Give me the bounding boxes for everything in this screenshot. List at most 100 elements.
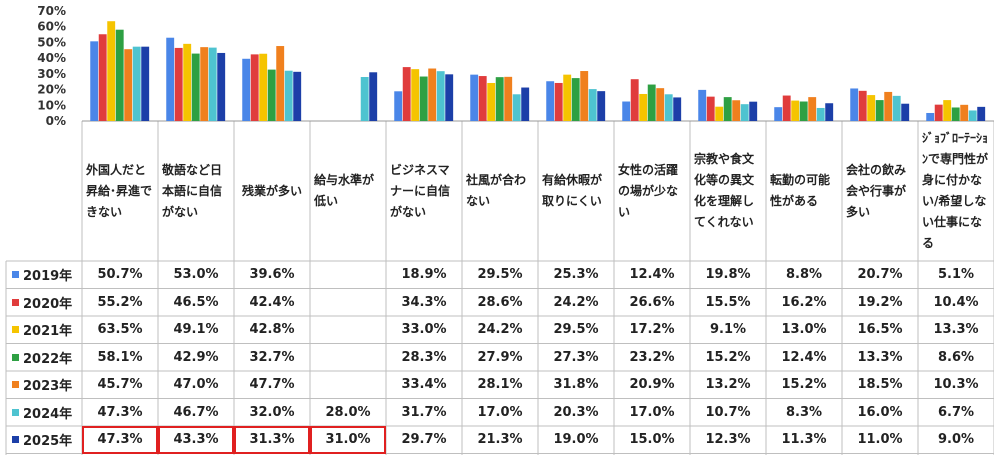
bar bbox=[698, 89, 707, 121]
bar bbox=[977, 106, 986, 121]
data-label: 33.4% bbox=[401, 377, 447, 393]
data-label: 20.7% bbox=[857, 267, 903, 283]
y-tick-label: 70% bbox=[37, 4, 66, 18]
data-label: 19.0% bbox=[553, 432, 599, 448]
bar bbox=[360, 77, 369, 121]
bar bbox=[656, 88, 665, 121]
data-label: 27.3% bbox=[553, 349, 599, 365]
bar bbox=[791, 100, 800, 121]
bar bbox=[563, 74, 572, 121]
category-label: 社風が合わない bbox=[466, 173, 527, 208]
category-label: 外国人だと昇給･昇進できない bbox=[86, 162, 153, 219]
bar bbox=[850, 88, 859, 121]
data-label: 28.0% bbox=[325, 404, 371, 420]
data-label: 10.3% bbox=[933, 377, 979, 393]
data-label: 18.9% bbox=[401, 267, 447, 283]
bar bbox=[208, 47, 217, 121]
legend-label: 2020年 bbox=[23, 296, 73, 312]
bar bbox=[926, 112, 935, 121]
bar bbox=[242, 58, 251, 121]
legend-label: 2019年 bbox=[23, 269, 73, 285]
data-label: 9.1% bbox=[709, 322, 747, 338]
category-label: 転勤の可能性がある bbox=[770, 173, 831, 208]
y-tick-label: 60% bbox=[37, 20, 66, 34]
data-label: 50.7% bbox=[97, 267, 143, 283]
bar bbox=[428, 68, 437, 121]
y-tick-label: 10% bbox=[37, 98, 66, 112]
bar bbox=[141, 46, 150, 121]
data-label: 12.4% bbox=[781, 349, 827, 365]
data-label: 9.0% bbox=[937, 432, 975, 448]
data-label: 16.2% bbox=[781, 294, 827, 310]
data-label: 31.8% bbox=[553, 377, 599, 393]
bar bbox=[622, 101, 631, 121]
data-label: 24.2% bbox=[477, 322, 523, 338]
data-label: 16.0% bbox=[857, 404, 903, 420]
bar bbox=[191, 53, 200, 122]
bar bbox=[858, 90, 867, 121]
data-label: 13.3% bbox=[857, 349, 903, 365]
data-label: 19.8% bbox=[705, 267, 751, 283]
data-label: 42.8% bbox=[249, 322, 295, 338]
y-tick-label: 40% bbox=[37, 51, 66, 65]
bar bbox=[968, 110, 977, 121]
category-label: 女性の活躍の場が少ない bbox=[618, 162, 679, 219]
data-label: 39.6% bbox=[249, 267, 295, 283]
data-label bbox=[310, 316, 386, 344]
category-label: 残業が多い bbox=[241, 183, 302, 198]
bar bbox=[943, 100, 952, 121]
bar bbox=[664, 94, 673, 121]
bar bbox=[166, 37, 175, 121]
data-label: 27.9% bbox=[477, 349, 523, 365]
data-label: 19.2% bbox=[857, 294, 903, 310]
data-label: 31.3% bbox=[234, 426, 310, 454]
bar bbox=[402, 67, 411, 121]
bar bbox=[267, 69, 276, 121]
bar bbox=[504, 76, 513, 121]
data-label: 13.3% bbox=[933, 322, 979, 338]
data-label: 31.7% bbox=[401, 404, 447, 420]
legend-entry: 2023年 bbox=[6, 371, 82, 399]
data-label: 8.6% bbox=[937, 349, 975, 365]
category-label: 敬語など日本語に自信がない bbox=[162, 162, 223, 219]
data-label: 47.7% bbox=[249, 377, 295, 393]
legend-label: 2023年 bbox=[23, 379, 73, 395]
data-label: 29.5% bbox=[553, 322, 599, 338]
bar bbox=[115, 29, 124, 122]
data-label: 23.2% bbox=[629, 349, 675, 365]
bar bbox=[369, 72, 378, 121]
data-label: 29.5% bbox=[477, 267, 523, 283]
data-label: 28.6% bbox=[477, 294, 523, 310]
bar bbox=[512, 94, 521, 121]
data-label: 12.4% bbox=[629, 267, 675, 283]
data-label: 12.3% bbox=[705, 432, 751, 448]
bar bbox=[875, 100, 884, 121]
bar bbox=[732, 100, 741, 121]
legend-swatch bbox=[12, 436, 19, 444]
bar bbox=[284, 70, 293, 121]
bar bbox=[892, 95, 901, 121]
y-tick-label: 50% bbox=[37, 35, 66, 49]
legend-swatch bbox=[12, 298, 19, 306]
data-label: 32.7% bbox=[249, 349, 295, 365]
bar bbox=[825, 103, 834, 121]
bar bbox=[580, 71, 589, 121]
bar bbox=[647, 84, 656, 121]
legend-label: 2021年 bbox=[23, 324, 73, 340]
data-label bbox=[310, 344, 386, 372]
data-label: 31.0% bbox=[310, 426, 386, 454]
data-label: 15.2% bbox=[781, 377, 827, 393]
bar bbox=[98, 34, 107, 121]
data-label: 17.0% bbox=[477, 404, 523, 420]
data-label: 46.7% bbox=[173, 404, 219, 420]
bar bbox=[276, 46, 285, 121]
bar bbox=[799, 101, 808, 121]
legend-entry: 2020年 bbox=[6, 289, 82, 317]
data-label: 11.0% bbox=[857, 432, 903, 448]
data-label: 26.6% bbox=[629, 294, 675, 310]
bar bbox=[478, 76, 487, 121]
bar bbox=[867, 95, 876, 121]
bar bbox=[808, 97, 817, 121]
data-label: 55.2% bbox=[97, 294, 143, 310]
bar bbox=[774, 107, 783, 121]
